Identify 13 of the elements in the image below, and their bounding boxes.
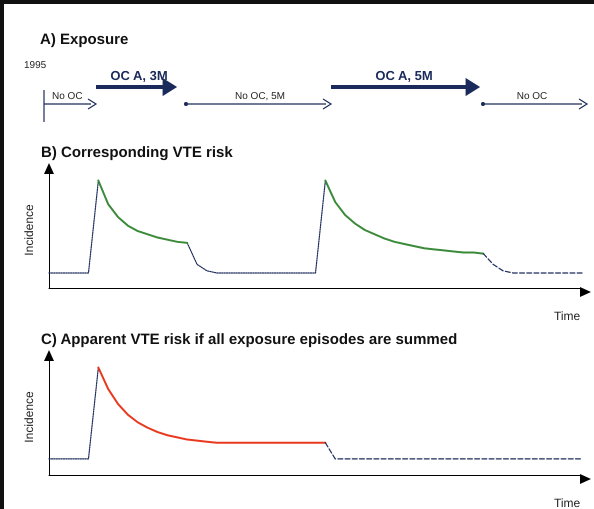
text: 1995 [24,60,47,71]
text: No OC [52,91,83,102]
x-axis-title: Time [554,309,581,323]
text: OC A, 3M [110,68,168,83]
chart-title: B) Corresponding VTE risk [41,144,234,161]
text: No OC, 5M [234,91,286,102]
x-axis-title: Time [554,496,581,509]
text: A) Exposure [40,31,128,48]
chart-title: C) Apparent VTE risk if all exposure episodes are summed [41,331,458,348]
y-axis-title: Incidence [22,390,36,443]
y-axis-title: Incidence [22,204,36,256]
text: No OC [516,91,548,102]
text: OC A, 5M [375,68,433,83]
